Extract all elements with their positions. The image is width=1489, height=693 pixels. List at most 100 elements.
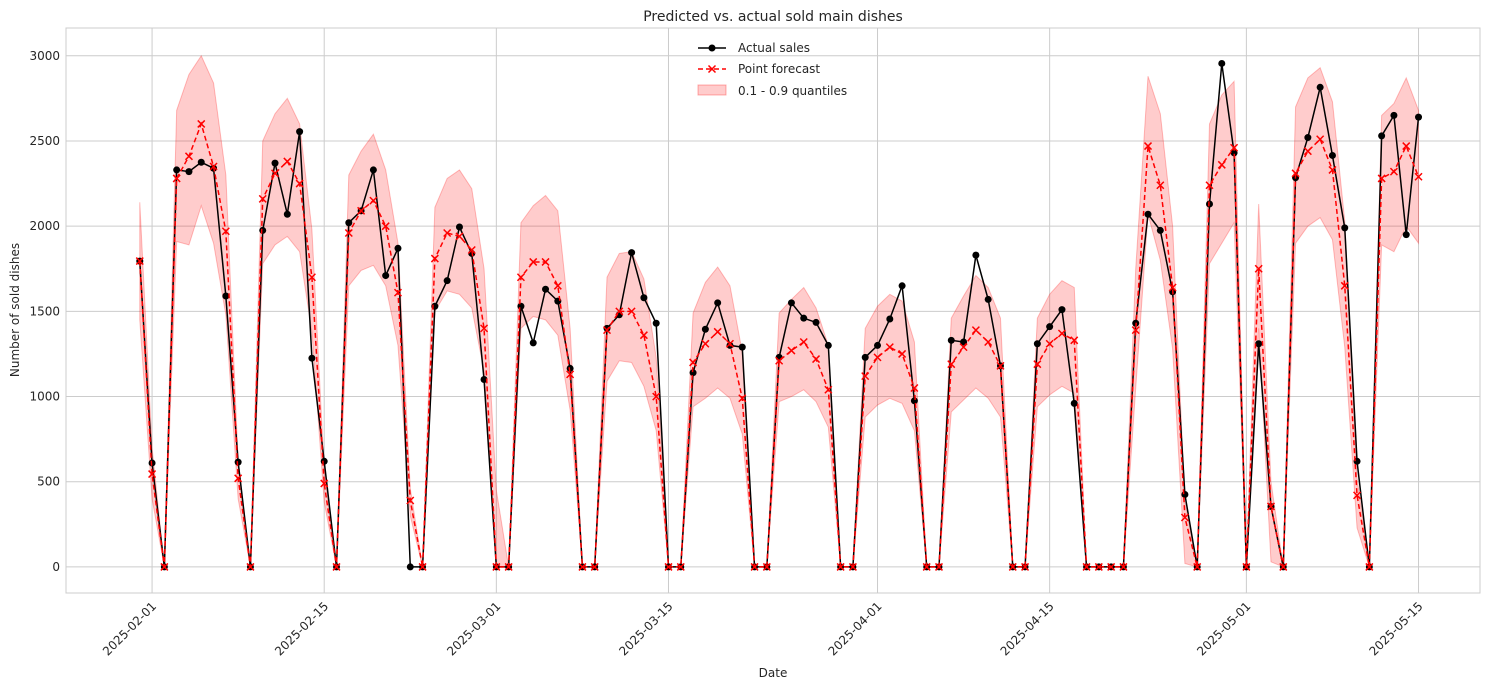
actual-sales-point [874, 341, 882, 349]
actual-sales-point [308, 354, 316, 362]
actual-sales-point [910, 397, 918, 405]
point-forecast-point [221, 227, 230, 236]
point-forecast-series [135, 119, 1423, 571]
actual-sales-point [542, 285, 550, 293]
x-tick-label: 2025-05-01 [1194, 599, 1253, 658]
point-forecast-point [1057, 329, 1066, 338]
point-forecast-point [172, 174, 181, 183]
point-forecast-point [1205, 181, 1214, 190]
point-forecast-point [1008, 562, 1017, 571]
actual-sales-point [1033, 340, 1041, 348]
point-forecast-point [516, 273, 525, 282]
actual-sales-point [1378, 132, 1386, 140]
actual-sales-point [1255, 340, 1263, 348]
actual-sales-point [443, 277, 451, 285]
point-forecast-point [836, 562, 845, 571]
actual-sales-point [714, 299, 722, 307]
actual-sales-point [603, 324, 611, 332]
x-tick-label: 2025-02-01 [100, 599, 159, 658]
point-forecast-point [1414, 172, 1423, 181]
point-forecast-point [750, 562, 759, 571]
actual-sales-point [283, 210, 291, 218]
point-forecast-point [393, 288, 403, 297]
actual-sales-point [566, 364, 574, 372]
actual-sales-point [345, 219, 353, 227]
actual-sales-point [296, 128, 304, 136]
point-forecast-point [812, 355, 821, 364]
point-forecast-point [1291, 169, 1300, 178]
point-forecast-point [1180, 513, 1189, 522]
point-forecast-point [455, 232, 464, 241]
actual-sales-point [1341, 224, 1349, 232]
point-forecast-point [1193, 562, 1202, 571]
point-forecast-point [332, 562, 341, 571]
point-forecast-point [898, 349, 907, 358]
point-forecast-point [762, 562, 771, 571]
point-forecast-point [590, 562, 599, 571]
actual-sales-point [382, 272, 390, 280]
point-forecast-point [1316, 135, 1325, 144]
point-forecast-point [1217, 160, 1226, 169]
actual-sales-point [173, 166, 181, 174]
point-forecast-point [984, 337, 993, 347]
point-forecast-point [652, 392, 661, 401]
actual-sales-point [701, 325, 709, 333]
actual-sales-point [259, 226, 267, 234]
point-forecast-point [148, 470, 157, 479]
point-forecast-point [295, 179, 304, 188]
actual-sales-point [369, 166, 377, 174]
point-forecast-point [934, 562, 944, 571]
actual-sales-point [234, 458, 242, 466]
point-forecast-point [1242, 562, 1251, 571]
actual-sales-point [984, 295, 992, 303]
actual-sales-point [529, 339, 537, 347]
actual-sales-point [1046, 323, 1054, 331]
point-forecast-point [381, 222, 390, 231]
point-forecast-point [1033, 360, 1042, 369]
x-tick-label: 2025-02-15 [272, 599, 331, 658]
point-forecast-point [480, 324, 489, 333]
point-forecast-point [1303, 147, 1312, 156]
point-forecast-point [344, 228, 353, 238]
point-forecast-point [959, 343, 968, 352]
x-tick-label: 2025-05-15 [1366, 599, 1425, 658]
y-tick-label: 500 [37, 475, 60, 489]
point-forecast-point [787, 346, 796, 355]
point-forecast-point [578, 562, 587, 571]
actual-sales-point [689, 369, 697, 377]
point-forecast-point [1082, 562, 1091, 571]
actual-sales-point [824, 341, 832, 349]
point-forecast-point [1328, 165, 1337, 174]
point-forecast-point [541, 257, 550, 266]
point-forecast-point [234, 474, 243, 483]
point-forecast-point [1389, 167, 1398, 176]
point-forecast-point [357, 206, 366, 215]
point-forecast-point [1021, 562, 1030, 571]
point-forecast-point [1119, 562, 1128, 571]
actual-sales-point [628, 249, 636, 257]
x-tick-label: 2025-04-01 [825, 599, 884, 658]
actual-sales-point [738, 343, 746, 351]
actual-sales-point [787, 299, 795, 307]
actual-sales-point [480, 376, 488, 384]
point-forecast-point [824, 385, 833, 394]
y-tick-label: 3000 [29, 49, 60, 63]
point-forecast-point [1107, 562, 1116, 571]
point-forecast-point [922, 562, 931, 571]
y-tick-label: 2000 [29, 219, 60, 233]
actual-sales-point [1156, 226, 1164, 234]
y-tick-label: 1500 [29, 304, 60, 318]
point-forecast-point [1131, 326, 1140, 335]
point-forecast-point [799, 337, 808, 347]
quantile-band-area [139, 54, 1420, 568]
point-forecast-point [861, 372, 870, 381]
x-tick-label: 2025-03-15 [616, 599, 675, 658]
y-tick-label: 1000 [29, 390, 60, 404]
point-forecast-point [209, 162, 218, 171]
point-forecast-point [996, 361, 1005, 370]
point-forecast-point [1279, 562, 1288, 571]
actual-sales-point [640, 294, 648, 302]
actual-sales-point [394, 244, 402, 252]
